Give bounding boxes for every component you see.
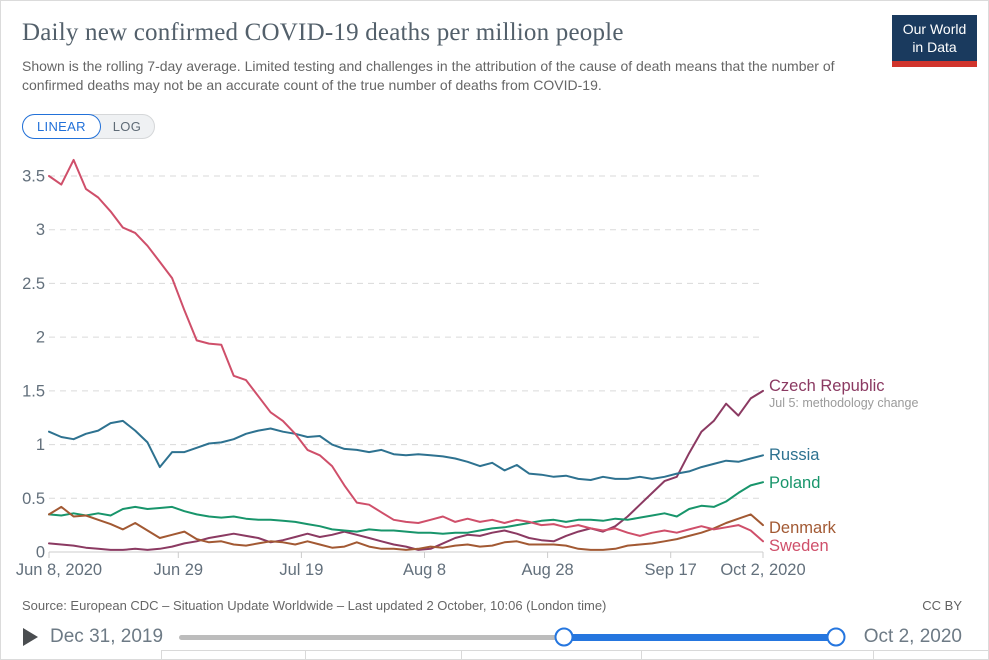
svg-text:3: 3 [36, 221, 45, 239]
timeline-end-handle[interactable] [826, 627, 846, 647]
series-label-poland[interactable]: Poland [769, 474, 821, 492]
svg-text:2.5: 2.5 [22, 275, 45, 293]
series-label-sweden[interactable]: Sweden [769, 537, 829, 555]
svg-text:Sep 17: Sep 17 [645, 561, 697, 579]
owid-logo[interactable]: Our World in Data [892, 15, 977, 67]
svg-text:0.5: 0.5 [22, 490, 45, 508]
timeline-track[interactable] [179, 627, 848, 647]
page-title: Daily new confirmed COVID-19 deaths per … [22, 19, 624, 46]
svg-text:1: 1 [36, 436, 45, 454]
svg-text:Aug 28: Aug 28 [521, 561, 573, 579]
svg-text:0: 0 [36, 544, 45, 562]
timeline-start-handle[interactable] [554, 627, 574, 647]
entity-table-edge [161, 650, 988, 659]
owid-logo-line1: Our World [902, 21, 967, 37]
timeline-selected-range [563, 634, 842, 641]
owid-logo-line2: in Data [912, 39, 957, 56]
svg-text:Jun 8, 2020: Jun 8, 2020 [16, 561, 102, 579]
svg-text:Jul 19: Jul 19 [279, 561, 323, 579]
timeline-control: Dec 31, 2019 Oct 2, 2020 [23, 621, 962, 653]
svg-text:Jun 29: Jun 29 [154, 561, 204, 579]
timeline-rail [179, 635, 844, 640]
chart-subtitle: Shown is the rolling 7-day average. Limi… [22, 58, 835, 93]
series-label-denmark[interactable]: Denmark [769, 519, 836, 537]
svg-text:3.5: 3.5 [22, 168, 45, 186]
timeline-start-date: Dec 31, 2019 [50, 626, 164, 647]
linear-scale-button[interactable]: LINEAR [22, 114, 101, 139]
series-label-russia[interactable]: Russia [769, 446, 820, 464]
timeline-end-date: Oct 2, 2020 [863, 626, 962, 647]
svg-text:Oct 2, 2020: Oct 2, 2020 [720, 561, 805, 579]
svg-text:1.5: 1.5 [22, 382, 45, 400]
license-link[interactable]: CC BY [922, 598, 962, 613]
svg-text:2: 2 [36, 329, 45, 347]
series-label-czech-republic[interactable]: Czech Republic [769, 377, 885, 395]
line-chart-canvas[interactable]: 0 0.5 1 1.5 2 2.5 3 3.5 Jun 8, 2020 Jun 29 Jul 19 A… [1, 151, 989, 593]
scale-toggle: LINEAR LOG [22, 114, 156, 139]
series-annotation-czech-republic: Jul 5: methodology change [769, 396, 919, 410]
play-button[interactable] [23, 628, 38, 646]
log-scale-button[interactable]: LOG [100, 115, 154, 138]
source-text: Source: European CDC – Situation Update … [22, 598, 607, 613]
svg-text:Aug 8: Aug 8 [403, 561, 446, 579]
